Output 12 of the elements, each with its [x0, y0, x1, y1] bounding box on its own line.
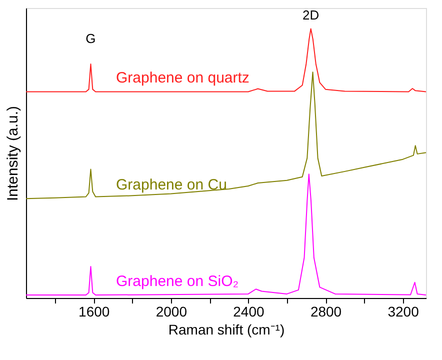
x-axis-title: Raman shift (cm⁻¹): [168, 322, 285, 338]
x-tick-label: 1600: [78, 304, 110, 320]
series-label: Graphene on SiO₂: [116, 273, 239, 290]
x-tick-label: 2800: [310, 304, 342, 320]
y-axis-title: Intensity (a.u.): [4, 106, 22, 202]
x-tick-label: 3200: [388, 304, 420, 320]
annotation: 2D: [302, 8, 320, 23]
series-label: Graphene on Cu: [116, 176, 227, 194]
x-tick-label: 2000: [156, 304, 188, 320]
x-tick-label: 2400: [233, 304, 265, 320]
annotation: G: [86, 31, 96, 46]
series-label: Graphene on quartz: [116, 70, 250, 87]
